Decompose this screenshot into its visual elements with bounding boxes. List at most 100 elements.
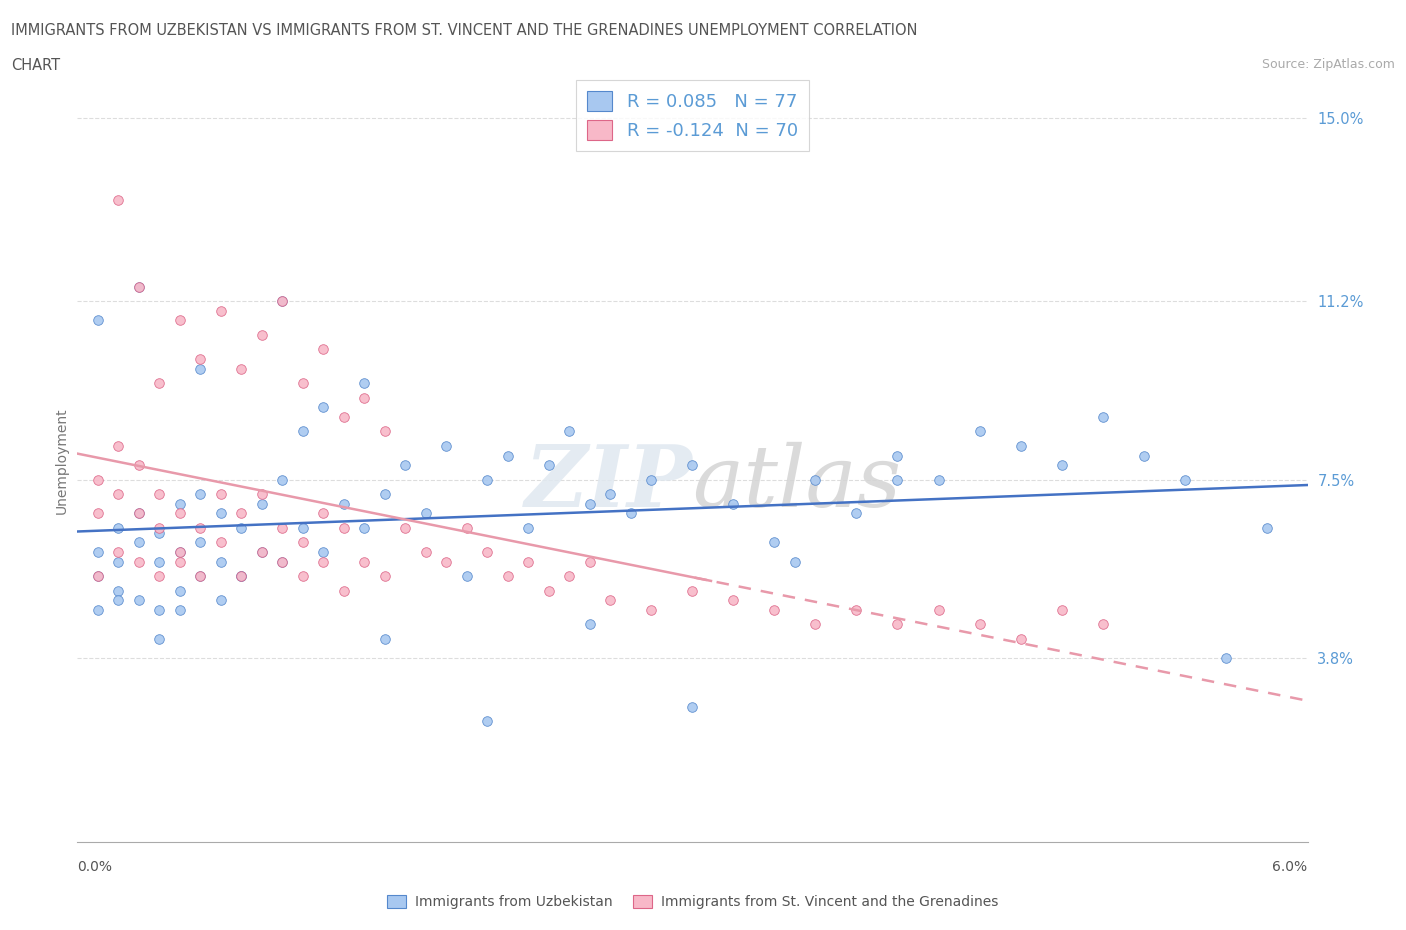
Point xyxy=(1050,458,1073,472)
Point xyxy=(558,569,581,584)
Point xyxy=(333,409,356,424)
Point xyxy=(148,603,170,618)
Point xyxy=(1215,651,1237,666)
Point xyxy=(128,458,150,472)
Point xyxy=(209,303,232,318)
Legend: Immigrants from Uzbekistan, Immigrants from St. Vincent and the Grenadines: Immigrants from Uzbekistan, Immigrants f… xyxy=(381,889,1004,915)
Point xyxy=(1256,521,1278,536)
Point xyxy=(188,352,212,366)
Text: 0.0%: 0.0% xyxy=(77,860,112,874)
Point xyxy=(271,294,294,309)
Point xyxy=(969,617,991,631)
Point xyxy=(682,458,704,472)
Point xyxy=(477,545,499,560)
Point xyxy=(148,376,170,391)
Point xyxy=(456,569,478,584)
Point xyxy=(188,361,212,376)
Point xyxy=(271,554,294,569)
Point xyxy=(599,486,621,501)
Point xyxy=(148,525,170,540)
Point xyxy=(291,424,314,439)
Point xyxy=(250,327,273,342)
Point xyxy=(436,554,458,569)
Point xyxy=(353,554,375,569)
Point xyxy=(128,554,150,569)
Point xyxy=(599,593,621,608)
Point xyxy=(128,593,150,608)
Point xyxy=(579,497,602,512)
Point xyxy=(128,506,150,521)
Text: Source: ZipAtlas.com: Source: ZipAtlas.com xyxy=(1261,58,1395,71)
Point xyxy=(517,521,540,536)
Point xyxy=(148,554,170,569)
Point xyxy=(312,554,335,569)
Point xyxy=(148,569,170,584)
Text: CHART: CHART xyxy=(11,58,60,73)
Point xyxy=(188,521,212,536)
Point xyxy=(640,603,662,618)
Point xyxy=(231,569,253,584)
Point xyxy=(804,617,827,631)
Point xyxy=(394,458,416,472)
Point xyxy=(87,569,110,584)
Point xyxy=(415,545,437,560)
Point xyxy=(496,448,519,463)
Point xyxy=(250,486,273,501)
Point xyxy=(231,361,253,376)
Point xyxy=(640,472,662,487)
Point xyxy=(271,294,294,309)
Point xyxy=(128,279,150,294)
Point xyxy=(169,506,191,521)
Point xyxy=(886,617,908,631)
Point xyxy=(87,603,110,618)
Point xyxy=(333,521,356,536)
Point xyxy=(209,506,232,521)
Point xyxy=(456,521,478,536)
Point xyxy=(107,554,129,569)
Point xyxy=(188,535,212,550)
Y-axis label: Unemployment: Unemployment xyxy=(55,407,69,513)
Point xyxy=(128,506,150,521)
Point xyxy=(87,569,110,584)
Point xyxy=(333,497,356,512)
Point xyxy=(87,312,110,327)
Point xyxy=(886,472,908,487)
Point xyxy=(107,593,129,608)
Point xyxy=(783,554,806,569)
Point xyxy=(312,506,335,521)
Point xyxy=(620,506,643,521)
Point xyxy=(169,545,191,560)
Point xyxy=(436,438,458,453)
Point xyxy=(1010,631,1032,646)
Point xyxy=(415,506,437,521)
Point xyxy=(107,438,129,453)
Text: ZIP: ZIP xyxy=(524,442,693,525)
Point xyxy=(723,593,745,608)
Point xyxy=(333,583,356,598)
Point xyxy=(87,472,110,487)
Point xyxy=(517,554,540,569)
Point xyxy=(291,376,314,391)
Text: IMMIGRANTS FROM UZBEKISTAN VS IMMIGRANTS FROM ST. VINCENT AND THE GRENADINES UNE: IMMIGRANTS FROM UZBEKISTAN VS IMMIGRANTS… xyxy=(11,23,918,38)
Point xyxy=(291,521,314,536)
Point xyxy=(291,535,314,550)
Point xyxy=(804,472,827,487)
Point xyxy=(231,521,253,536)
Point xyxy=(169,312,191,327)
Point xyxy=(312,545,335,560)
Point xyxy=(291,569,314,584)
Point xyxy=(1091,409,1114,424)
Point xyxy=(271,472,294,487)
Point xyxy=(353,391,375,405)
Point xyxy=(188,486,212,501)
Point xyxy=(107,583,129,598)
Point xyxy=(148,486,170,501)
Point xyxy=(231,569,253,584)
Point xyxy=(250,497,273,512)
Point xyxy=(209,554,232,569)
Point xyxy=(537,583,560,598)
Point xyxy=(188,569,212,584)
Point xyxy=(886,448,908,463)
Point xyxy=(763,535,786,550)
Point xyxy=(209,486,232,501)
